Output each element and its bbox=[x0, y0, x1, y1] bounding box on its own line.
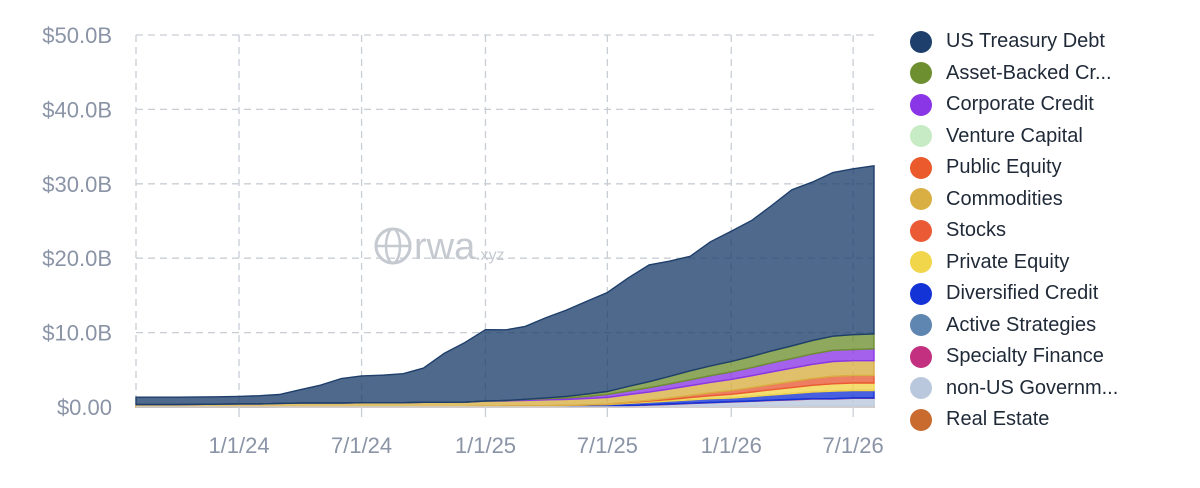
legend-item[interactable]: Asset-Backed Cr... bbox=[910, 58, 1190, 90]
legend-label: Commodities bbox=[946, 187, 1063, 210]
area-us-treasury-debt bbox=[135, 164, 875, 406]
watermark-suffix: .xyz bbox=[476, 247, 504, 264]
globe-icon bbox=[374, 227, 412, 265]
legend-item[interactable]: Stocks bbox=[910, 215, 1190, 247]
legend-swatch-icon bbox=[910, 62, 932, 85]
legend-swatch-icon bbox=[910, 282, 932, 305]
legend-swatch-icon bbox=[910, 408, 932, 431]
legend-label: Public Equity bbox=[946, 156, 1062, 179]
legend-swatch-icon bbox=[910, 156, 932, 179]
legend-item[interactable]: Diversified Credit bbox=[910, 278, 1190, 310]
x-axis: 1/1/24 7/1/24 1/1/25 7/1/25 1/1/26 7/1/26 bbox=[136, 406, 884, 458]
legend-label: Diversified Credit bbox=[946, 282, 1099, 305]
x-tick-label: 1/1/26 bbox=[701, 433, 762, 458]
legend-label: Corporate Credit bbox=[946, 93, 1094, 116]
x-tick-label: 1/1/25 bbox=[455, 433, 516, 458]
legend-label: Real Estate bbox=[946, 408, 1050, 431]
legend-swatch-icon bbox=[910, 30, 932, 53]
legend-item[interactable]: Corporate Credit bbox=[910, 89, 1190, 121]
legend: US Treasury Debt Asset-Backed Cr... Corpor… bbox=[910, 26, 1190, 436]
legend-swatch-icon bbox=[910, 345, 932, 368]
y-tick-label: $0.00 bbox=[57, 395, 112, 420]
y-tick-label: $50.0B bbox=[42, 23, 112, 48]
legend-swatch-icon bbox=[910, 314, 932, 337]
legend-label: Asset-Backed Cr... bbox=[946, 61, 1112, 84]
legend-item[interactable]: Specialty Finance bbox=[910, 341, 1190, 373]
legend-swatch-icon bbox=[910, 93, 932, 116]
legend-label: non-US Governm... bbox=[946, 376, 1119, 399]
y-axis: $0.00 $10.0B $20.0B $30.0B $40.0B $50.0B bbox=[42, 23, 112, 420]
x-tick-label: 7/1/26 bbox=[823, 433, 884, 458]
legend-item[interactable]: Public Equity bbox=[910, 152, 1190, 184]
legend-label: Venture Capital bbox=[946, 124, 1083, 147]
watermark: rwa .xyz bbox=[374, 226, 504, 268]
legend-item[interactable]: Private Equity bbox=[910, 247, 1190, 279]
y-tick-label: $20.0B bbox=[42, 246, 112, 271]
legend-swatch-icon bbox=[910, 377, 932, 400]
legend-item[interactable]: Commodities bbox=[910, 184, 1190, 216]
legend-swatch-icon bbox=[910, 251, 932, 274]
watermark-brand: rwa bbox=[414, 226, 476, 268]
legend-label: Stocks bbox=[946, 219, 1007, 242]
legend-swatch-icon bbox=[910, 219, 932, 242]
legend-label: Active Strategies bbox=[946, 313, 1097, 336]
legend-label: Private Equity bbox=[946, 250, 1070, 273]
x-tick-label: 7/1/24 bbox=[331, 433, 392, 458]
legend-item[interactable]: Active Strategies bbox=[910, 310, 1190, 342]
legend-item[interactable]: Real Estate bbox=[910, 404, 1190, 436]
y-tick-label: $40.0B bbox=[42, 97, 112, 122]
legend-item[interactable]: US Treasury Debt bbox=[910, 26, 1190, 58]
legend-swatch-icon bbox=[910, 188, 932, 211]
x-tick-label: 7/1/25 bbox=[577, 433, 638, 458]
legend-item[interactable]: Venture Capital bbox=[910, 121, 1190, 153]
x-tick-label: 1/1/24 bbox=[208, 433, 269, 458]
legend-item[interactable]: non-US Governm... bbox=[910, 373, 1190, 405]
legend-swatch-icon bbox=[910, 125, 932, 148]
legend-label: Specialty Finance bbox=[946, 345, 1104, 368]
y-tick-label: $30.0B bbox=[42, 172, 112, 197]
stacked-area-chart: rwa .xyz $0.00 $10.0B $20.0B $30.0B $40.0B $5… bbox=[42, 23, 884, 458]
y-tick-label: $10.0B bbox=[42, 321, 112, 346]
legend-label: US Treasury Debt bbox=[946, 30, 1105, 53]
series-areas bbox=[135, 164, 875, 408]
